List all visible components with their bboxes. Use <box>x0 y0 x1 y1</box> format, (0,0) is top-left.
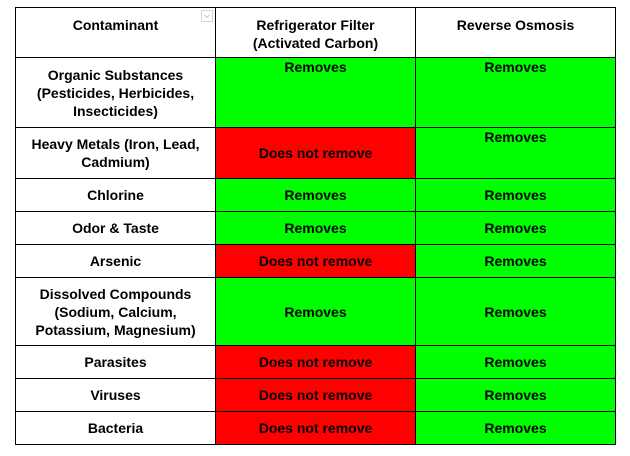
refrigerator-status-cell[interactable]: Removes <box>215 57 416 128</box>
contaminant-cell[interactable]: Heavy Metals (Iron, Lead, Cadmium) <box>15 127 216 179</box>
reverse-osmosis-status-cell[interactable]: Removes <box>415 211 616 245</box>
status-label: Does not remove <box>258 145 373 161</box>
status-label: Removes <box>484 187 547 203</box>
contaminant-cell[interactable]: Odor & Taste <box>15 211 216 245</box>
table-row: Odor & Taste Removes Removes <box>15 211 616 245</box>
chevron-down-icon <box>204 14 210 19</box>
header-refrigerator-line2: (Activated Carbon) <box>252 35 379 51</box>
header-row: Contaminant Refrigerator Filter (Activat… <box>15 7 616 58</box>
contaminant-label: Cadmium) <box>81 154 150 170</box>
status-label: Does not remove <box>258 420 373 436</box>
table-row: Parasites Does not remove Removes <box>15 345 616 379</box>
status-label: Removes <box>484 387 547 403</box>
comparison-table: Contaminant Refrigerator Filter (Activat… <box>15 7 616 445</box>
refrigerator-status-cell[interactable]: Removes <box>215 178 416 212</box>
header-refrigerator-filter[interactable]: Refrigerator Filter (Activated Carbon) <box>215 7 416 58</box>
status-label: Does not remove <box>258 387 373 403</box>
contaminant-cell[interactable]: Parasites <box>15 345 216 379</box>
status-label: Removes <box>484 354 547 370</box>
contaminant-cell[interactable]: Viruses <box>15 378 216 412</box>
refrigerator-status-cell[interactable]: Does not remove <box>215 244 416 278</box>
table-row: Viruses Does not remove Removes <box>15 378 616 412</box>
status-label: Does not remove <box>258 354 373 370</box>
contaminant-label: Parasites <box>84 354 147 370</box>
contaminant-label: Arsenic <box>89 253 142 269</box>
reverse-osmosis-status-cell[interactable]: Removes <box>415 345 616 379</box>
reverse-osmosis-status-cell[interactable]: Removes <box>415 178 616 212</box>
contaminant-cell[interactable]: Dissolved Compounds (Sodium, Calcium, Pota… <box>15 277 216 346</box>
refrigerator-status-cell[interactable]: Does not remove <box>215 411 416 445</box>
contaminant-cell[interactable]: Bacteria <box>15 411 216 445</box>
status-label: Does not remove <box>258 253 373 269</box>
contaminant-label: Odor & Taste <box>72 220 159 236</box>
status-label: Removes <box>284 303 347 320</box>
refrigerator-status-cell[interactable]: Does not remove <box>215 127 416 179</box>
table-row: Organic Substances (Pesticides, Herbicide… <box>15 57 616 128</box>
header-refrigerator-line1: Refrigerator Filter <box>256 17 375 33</box>
table-row: Bacteria Does not remove Removes <box>15 411 616 445</box>
status-label: Removes <box>484 220 547 236</box>
status-label: Removes <box>284 220 347 236</box>
table-row: Heavy Metals (Iron, Lead, Cadmium) Does no… <box>15 127 616 179</box>
reverse-osmosis-status-cell[interactable]: Removes <box>415 57 616 128</box>
header-reverse-osmosis[interactable]: Reverse Osmosis <box>415 7 616 58</box>
refrigerator-status-cell[interactable]: Removes <box>215 211 416 245</box>
table-row: Dissolved Compounds (Sodium, Calcium, Pota… <box>15 277 616 346</box>
reverse-osmosis-status-cell[interactable]: Removes <box>415 244 616 278</box>
contaminant-cell[interactable]: Organic Substances (Pesticides, Herbicide… <box>15 57 216 128</box>
header-reverse-osmosis-label: Reverse Osmosis <box>456 17 575 33</box>
filter-dropdown-button[interactable] <box>201 10 213 22</box>
status-label: Removes <box>484 59 547 75</box>
table-row: Chlorine Removes Removes <box>15 178 616 212</box>
reverse-osmosis-status-cell[interactable]: Removes <box>415 127 616 179</box>
contaminant-label: Bacteria <box>87 420 144 436</box>
table-row: Arsenic Does not remove Removes <box>15 244 616 278</box>
contaminant-label: Viruses <box>90 387 141 403</box>
contaminant-label: Organic Substances <box>47 66 184 83</box>
header-contaminant-label: Contaminant <box>72 17 159 33</box>
status-label: Removes <box>484 303 547 320</box>
status-label: Removes <box>484 253 547 269</box>
contaminant-label: Insecticides) <box>73 102 158 119</box>
status-label: Removes <box>284 187 347 203</box>
reverse-osmosis-status-cell[interactable]: Removes <box>415 378 616 412</box>
status-label: Removes <box>484 129 547 145</box>
status-label: Removes <box>484 420 547 436</box>
contaminant-label: Heavy Metals (Iron, Lead, <box>31 136 200 152</box>
reverse-osmosis-status-cell[interactable]: Removes <box>415 411 616 445</box>
status-label: Removes <box>284 59 347 75</box>
reverse-osmosis-status-cell[interactable]: Removes <box>415 277 616 346</box>
contaminant-label: (Pesticides, Herbicides, <box>36 84 195 101</box>
refrigerator-status-cell[interactable]: Does not remove <box>215 345 416 379</box>
contaminant-label: Dissolved Compounds <box>39 285 192 302</box>
contaminant-cell[interactable]: Chlorine <box>15 178 216 212</box>
header-contaminant[interactable]: Contaminant <box>15 7 216 58</box>
contaminant-label: Potassium, Magnesium) <box>35 321 196 338</box>
contaminant-label: (Sodium, Calcium, <box>54 303 177 320</box>
contaminant-label: Chlorine <box>87 187 144 203</box>
refrigerator-status-cell[interactable]: Removes <box>215 277 416 346</box>
refrigerator-status-cell[interactable]: Does not remove <box>215 378 416 412</box>
contaminant-cell[interactable]: Arsenic <box>15 244 216 278</box>
table-body: Organic Substances (Pesticides, Herbicide… <box>15 57 616 445</box>
